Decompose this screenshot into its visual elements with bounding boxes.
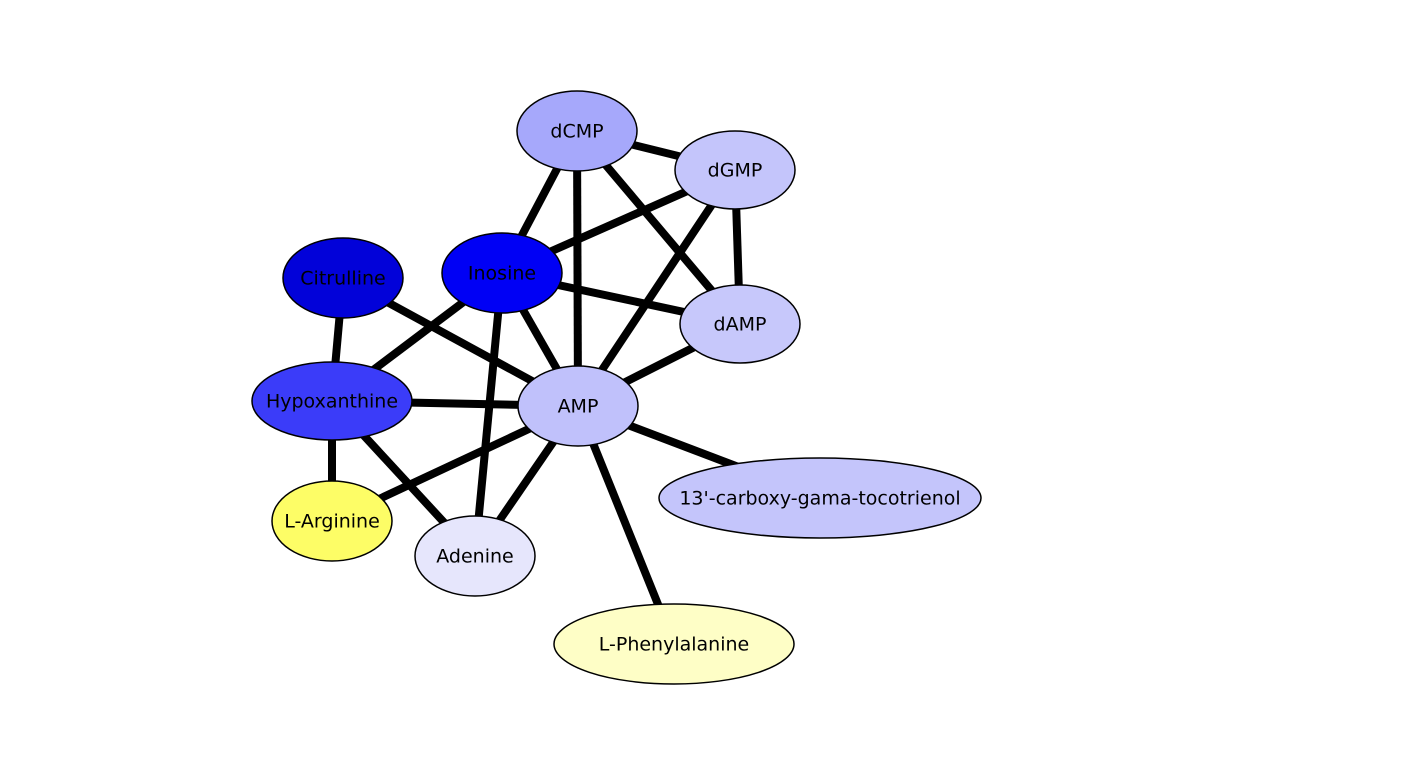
- node-ellipse: [414, 515, 536, 597]
- node-label: dGMP: [708, 160, 763, 182]
- node-ellipse: [516, 90, 638, 172]
- node-label: AMP: [558, 396, 599, 418]
- node-larginine[interactable]: L-Arginine: [271, 480, 393, 562]
- node-hypoxanthine[interactable]: Hypoxanthine: [251, 361, 413, 441]
- node-ellipse: [553, 603, 795, 685]
- node-ellipse: [658, 457, 982, 539]
- node-label: Hypoxanthine: [266, 391, 398, 413]
- node-label: Inosine: [468, 263, 536, 285]
- node-ellipse: [441, 232, 563, 314]
- node-lphenylalanine[interactable]: L-Phenylalanine: [553, 603, 795, 685]
- node-label: L-Arginine: [284, 511, 380, 533]
- edge-inosine-adenine: [471, 272, 506, 557]
- node-label: Adenine: [436, 546, 513, 568]
- node-inosine[interactable]: Inosine: [441, 232, 563, 314]
- node-ellipse: [251, 361, 413, 441]
- node-label: dCMP: [550, 121, 603, 143]
- node-label: L-Phenylalanine: [599, 634, 749, 656]
- node-ellipse: [679, 284, 801, 364]
- node-ellipse: [282, 237, 404, 319]
- node-damp[interactable]: dAMP: [679, 284, 801, 364]
- node-ellipse: [517, 365, 639, 447]
- node-amp[interactable]: AMP: [517, 365, 639, 447]
- node-label: Citrulline: [300, 268, 385, 290]
- node-label: dAMP: [714, 314, 767, 336]
- node-ellipse: [674, 130, 796, 210]
- node-citrulline[interactable]: Citrulline: [282, 237, 404, 319]
- node-dgmp[interactable]: dGMP: [674, 130, 796, 210]
- node-carboxy[interactable]: 13'-carboxy-gama-tocotrienol: [658, 457, 982, 539]
- node-label: 13'-carboxy-gama-tocotrienol: [679, 488, 960, 510]
- edge-dcmp-amp: [573, 130, 582, 407]
- node-adenine[interactable]: Adenine: [414, 515, 536, 597]
- node-layer: dCMP dGMP dAMP Inosine Citrulline Hypoxanthin…: [251, 90, 982, 685]
- node-ellipse: [271, 480, 393, 562]
- node-dcmp[interactable]: dCMP: [516, 90, 638, 172]
- edge-dgmp-amp: [574, 167, 739, 409]
